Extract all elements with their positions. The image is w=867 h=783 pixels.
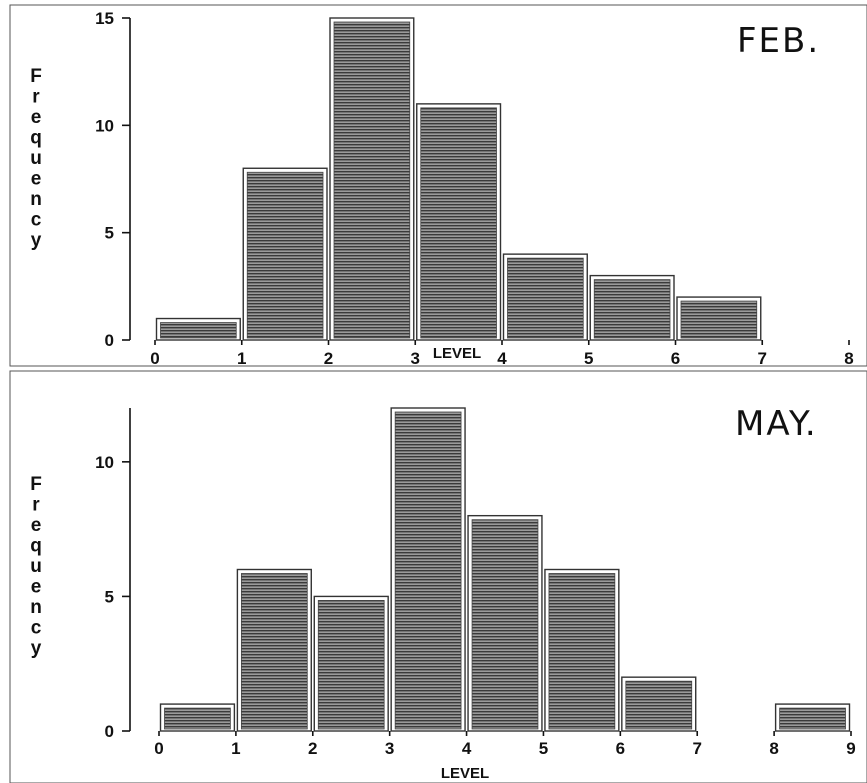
x-tick-label-feb-4: 4 bbox=[497, 349, 507, 368]
x-tick-label-may-6: 6 bbox=[616, 739, 625, 758]
y-tick-label-may-5: 5 bbox=[105, 587, 114, 606]
bar-feb-1-2 bbox=[242, 167, 328, 341]
bar-may-3-4 bbox=[390, 407, 466, 732]
y-tick-label-may-0: 0 bbox=[105, 722, 114, 741]
panel-frame-may bbox=[9, 370, 867, 783]
bar-may-1-2 bbox=[236, 568, 312, 732]
bar-may-8-9 bbox=[774, 703, 851, 732]
x-tick-label-may-9: 9 bbox=[846, 739, 855, 758]
x-tick-label-feb-0: 0 bbox=[150, 349, 159, 368]
panel-title-may: MAY. bbox=[735, 404, 818, 444]
bar-feb-5-6 bbox=[589, 274, 675, 341]
x-tick-label-may-2: 2 bbox=[308, 739, 317, 758]
x-tick-label-may-8: 8 bbox=[769, 739, 778, 758]
bar-may-5-6 bbox=[544, 568, 620, 732]
x-axis-label-may: LEVEL bbox=[441, 765, 489, 782]
x-tick-label-feb-3: 3 bbox=[411, 349, 420, 368]
bar-feb-3-4 bbox=[416, 103, 502, 341]
x-tick-label-may-7: 7 bbox=[692, 739, 701, 758]
y-tick-label-may-10: 10 bbox=[95, 453, 114, 472]
y-tick-label-feb-15: 15 bbox=[95, 9, 114, 28]
bar-feb-2-3 bbox=[329, 17, 415, 341]
x-tick-label-may-4: 4 bbox=[462, 739, 472, 758]
x-tick-label-feb-6: 6 bbox=[671, 349, 680, 368]
x-tick-label-may-3: 3 bbox=[385, 739, 394, 758]
x-tick-label-feb-8: 8 bbox=[844, 349, 853, 368]
x-axis-label-feb: LEVEL bbox=[433, 345, 481, 362]
y-tick-label-feb-5: 5 bbox=[105, 224, 114, 243]
x-tick-label-may-0: 0 bbox=[154, 739, 163, 758]
panel-title-feb: FEB. bbox=[737, 21, 820, 61]
bar-may-4-5 bbox=[467, 514, 543, 732]
x-tick-label-may-5: 5 bbox=[539, 739, 548, 758]
bar-may-6-7 bbox=[621, 676, 697, 732]
x-tick-label-feb-5: 5 bbox=[584, 349, 593, 368]
x-tick-label-may-1: 1 bbox=[231, 739, 240, 758]
histogram-may: 0 5 10 0 1 2 3 4 5 6 7 8 9 bbox=[95, 407, 856, 758]
bar-may-0-1 bbox=[159, 703, 236, 732]
y-tick-label-feb-0: 0 bbox=[105, 331, 114, 350]
histogram-feb: 0 5 10 15 0 1 2 3 4 5 6 7 8 bbox=[95, 9, 854, 368]
y-tick-label-feb-10: 10 bbox=[95, 116, 114, 135]
bar-may-2-3 bbox=[313, 595, 389, 732]
x-tick-label-feb-1: 1 bbox=[237, 349, 246, 368]
bar-feb-0-1 bbox=[155, 317, 241, 341]
bar-feb-4-5 bbox=[502, 253, 588, 341]
panel-frame-feb bbox=[9, 4, 867, 367]
bar-feb-6-7 bbox=[676, 296, 762, 341]
x-tick-label-feb-7: 7 bbox=[758, 349, 767, 368]
x-tick-label-feb-2: 2 bbox=[324, 349, 333, 368]
